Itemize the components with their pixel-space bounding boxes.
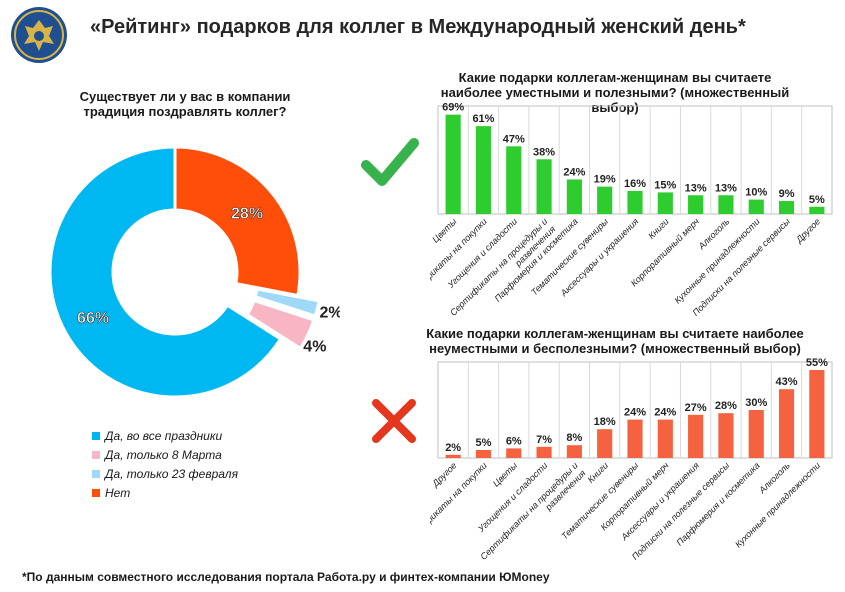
checkmark-icon — [360, 133, 420, 198]
donut-question: Существует ли у вас в компании традиция … — [79, 89, 291, 119]
donut-slice — [253, 287, 321, 318]
bar — [718, 413, 734, 458]
bar-value-label: 13% — [715, 182, 737, 194]
bar — [688, 195, 704, 214]
bar — [657, 192, 673, 214]
bar-value-label: 24% — [624, 407, 646, 419]
bar-value-label: 5% — [809, 194, 825, 206]
legend-swatch — [92, 488, 100, 497]
donut-slice — [173, 145, 302, 298]
bar — [506, 146, 522, 214]
footnote: *По данным совместного исследования порт… — [22, 570, 550, 584]
legend-label: Да, только 8 Марта — [105, 447, 222, 462]
category-label-group: Другое — [793, 216, 822, 245]
legend-swatch — [92, 431, 100, 440]
bar — [445, 454, 461, 458]
bar-value-label: 19% — [594, 174, 616, 186]
donut-slice — [245, 298, 316, 351]
category-label: Другое — [430, 460, 459, 489]
bar-value-label: 13% — [685, 182, 707, 194]
category-label: Книги — [646, 216, 671, 241]
bar — [688, 414, 704, 458]
bar — [657, 419, 673, 458]
bar — [809, 206, 825, 214]
bar-value-label: 24% — [563, 166, 585, 178]
bar-value-label: 16% — [624, 178, 646, 190]
bar-value-label: 55% — [806, 357, 828, 369]
donut-slice-label: 66% — [77, 310, 109, 327]
bar-value-label: 38% — [533, 146, 555, 158]
bar — [718, 195, 734, 214]
bar-value-label: 8% — [566, 432, 582, 444]
donut-legend: Да, во все праздники Да, только 8 Марта Да… — [92, 426, 238, 502]
bar — [536, 159, 552, 214]
bar — [627, 419, 643, 458]
legend-label: Да, только 23 февраля — [105, 466, 238, 481]
bar-value-label: 18% — [594, 416, 616, 428]
category-label-group: Другое — [430, 460, 459, 489]
useful-gifts-title: Какие подарки коллегам-женщинам вы счита… — [440, 70, 790, 115]
emblem-logo — [10, 6, 68, 64]
bar-value-label: 47% — [503, 133, 525, 145]
legend-item: Нет — [92, 483, 238, 502]
category-label-group: Цветы — [491, 460, 520, 489]
bar-value-label: 10% — [745, 187, 767, 199]
bar — [445, 114, 461, 214]
donut-slice-label: 4% — [303, 339, 326, 356]
legend-swatch — [92, 469, 100, 478]
bar-value-label: 69% — [442, 102, 464, 114]
bar — [748, 410, 764, 458]
category-label-group: Цветы — [430, 216, 459, 245]
bar — [778, 389, 795, 458]
bar-value-label: 7% — [536, 434, 552, 446]
category-label: Цветы — [491, 460, 520, 489]
bar — [597, 186, 613, 214]
bar-value-label: 43% — [776, 376, 798, 388]
category-label: Другое — [793, 216, 822, 245]
bar-value-label: 5% — [476, 437, 492, 449]
legend-label: Да, во все праздники — [105, 428, 223, 443]
bar — [566, 445, 582, 458]
bar — [475, 126, 492, 214]
bar — [506, 448, 522, 458]
donut-slice — [48, 145, 283, 399]
donut-slice-label: 2% — [319, 305, 340, 322]
bar-value-label: 9% — [779, 188, 795, 200]
bar-value-label: 30% — [745, 397, 767, 409]
cross-icon — [368, 395, 420, 452]
category-label: Цветы — [430, 216, 459, 245]
legend-label: Нет — [105, 485, 131, 500]
bar — [809, 370, 825, 458]
useless-gifts-title: Какие подарки коллегам-женщинам вы счита… — [426, 326, 804, 356]
donut-chart: 28% 2% 4% 66% — [48, 145, 340, 399]
bar — [597, 429, 613, 458]
bar-value-label: 24% — [654, 407, 676, 419]
category-label-group: Книги — [586, 460, 611, 485]
legend-item: Да, только 8 Марта — [92, 445, 238, 464]
bar-value-label: 15% — [654, 179, 676, 191]
category-label: Книги — [586, 460, 611, 485]
legend-swatch — [92, 450, 100, 459]
legend-item: Да, во все праздники — [92, 426, 238, 445]
bar — [627, 190, 643, 214]
bar — [536, 446, 552, 458]
bar — [566, 179, 582, 214]
bar-value-label: 28% — [715, 400, 737, 412]
category-label-group: Книги — [646, 216, 671, 241]
bar-value-label: 27% — [685, 402, 707, 414]
page-title: «Рейтинг» подарков для коллег в Междунар… — [90, 16, 746, 38]
bar-value-label: 61% — [472, 113, 494, 125]
legend-item: Да, только 23 февраля — [92, 464, 238, 483]
bar — [748, 199, 764, 214]
bar-value-label: 2% — [445, 442, 461, 454]
bar-value-label: 6% — [506, 435, 522, 447]
bar — [475, 450, 492, 458]
bar — [778, 201, 795, 214]
donut-slice-label: 28% — [231, 205, 263, 222]
